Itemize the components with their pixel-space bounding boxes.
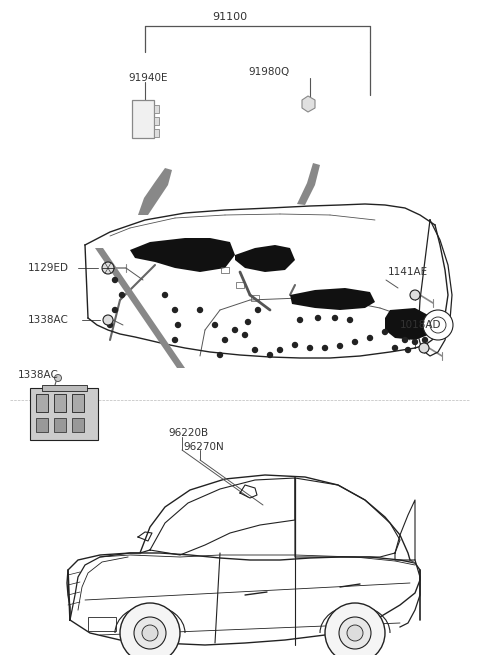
Text: 96270N: 96270N [183, 442, 224, 452]
Circle shape [419, 343, 429, 353]
Circle shape [339, 617, 371, 649]
Circle shape [217, 352, 223, 358]
Circle shape [120, 603, 180, 655]
Circle shape [120, 293, 124, 297]
Polygon shape [290, 288, 375, 310]
Circle shape [410, 290, 420, 300]
Circle shape [163, 293, 168, 297]
Circle shape [55, 375, 61, 381]
Text: 1338AC: 1338AC [18, 370, 59, 380]
Bar [54, 394, 66, 412]
Text: 1018AD: 1018AD [400, 320, 442, 330]
Circle shape [315, 316, 321, 320]
Bar [132, 100, 154, 138]
Circle shape [108, 322, 112, 328]
Circle shape [333, 316, 337, 320]
Circle shape [423, 310, 453, 340]
Bar [42, 385, 87, 391]
Circle shape [176, 322, 180, 328]
Bar [36, 394, 48, 412]
Circle shape [142, 625, 158, 641]
Polygon shape [138, 168, 172, 215]
Circle shape [232, 328, 238, 333]
Bar [221, 267, 229, 273]
Polygon shape [130, 238, 235, 272]
Circle shape [325, 603, 385, 655]
Circle shape [337, 343, 343, 348]
Circle shape [292, 343, 298, 348]
Circle shape [308, 345, 312, 350]
Polygon shape [297, 163, 320, 205]
Circle shape [412, 339, 418, 345]
Bar [154, 105, 159, 113]
Circle shape [422, 337, 428, 343]
Bar [88, 617, 116, 631]
Text: 91100: 91100 [213, 12, 248, 22]
Polygon shape [235, 245, 295, 272]
Bar [72, 394, 84, 412]
Circle shape [393, 345, 397, 350]
Circle shape [242, 333, 248, 337]
Circle shape [298, 318, 302, 322]
Circle shape [245, 320, 251, 324]
Text: 1338AC: 1338AC [28, 315, 69, 325]
Circle shape [134, 617, 166, 649]
Circle shape [406, 348, 410, 352]
Bar [54, 418, 66, 432]
Circle shape [348, 318, 352, 322]
Circle shape [172, 337, 178, 343]
Circle shape [277, 348, 283, 352]
Circle shape [103, 315, 113, 325]
Circle shape [267, 352, 273, 358]
Circle shape [403, 337, 408, 343]
Circle shape [223, 337, 228, 343]
Circle shape [102, 262, 114, 274]
Bar [236, 282, 244, 288]
Text: 96220B: 96220B [168, 428, 208, 438]
Bar [154, 117, 159, 125]
Bar [36, 418, 48, 432]
Circle shape [112, 307, 118, 312]
Bar [72, 418, 84, 432]
Text: 91940E: 91940E [128, 73, 168, 83]
Polygon shape [302, 96, 315, 112]
Circle shape [255, 307, 261, 312]
Circle shape [213, 322, 217, 328]
Circle shape [383, 329, 387, 335]
Text: 1129ED: 1129ED [28, 263, 69, 273]
Circle shape [323, 345, 327, 350]
Circle shape [172, 307, 178, 312]
Circle shape [352, 339, 358, 345]
Bar [30, 388, 98, 440]
Circle shape [252, 348, 257, 352]
Bar [251, 295, 259, 301]
Bar [154, 129, 159, 137]
Circle shape [368, 335, 372, 341]
Polygon shape [385, 308, 428, 340]
Circle shape [197, 307, 203, 312]
Text: 91980Q: 91980Q [248, 67, 289, 77]
Text: 1141AE: 1141AE [388, 267, 428, 277]
Circle shape [347, 625, 363, 641]
Circle shape [112, 278, 118, 282]
Polygon shape [95, 248, 185, 368]
